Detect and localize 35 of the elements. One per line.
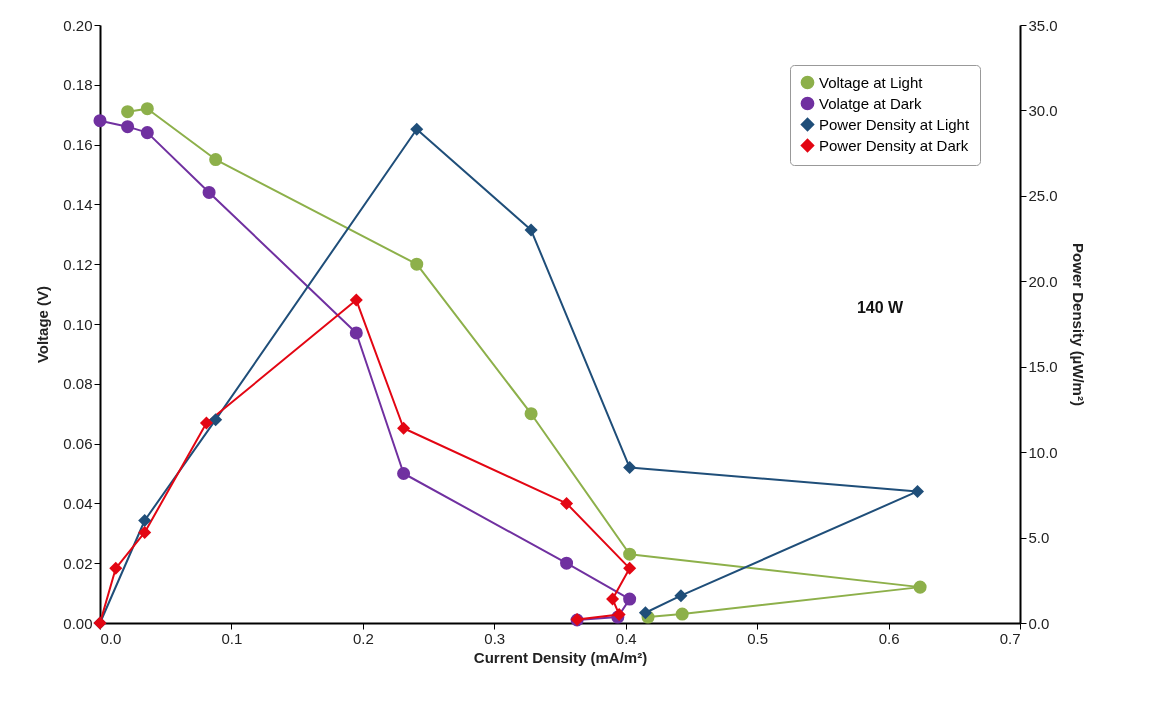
y2-tick-label: 20.0 <box>1028 272 1058 290</box>
y-axis-title: Voltage (V) <box>34 285 52 364</box>
y-tick-label: 0.14 <box>63 195 93 213</box>
y2-tick-label: 10.0 <box>1028 443 1058 461</box>
y-tick-label: 0.20 <box>63 16 93 34</box>
y2-tick-label: 30.0 <box>1028 101 1058 119</box>
annotation: 140 W <box>856 299 905 316</box>
legend-label: Voltage at Light <box>819 73 924 91</box>
x-axis-title: Current Density (mA/m²) <box>473 648 648 666</box>
legend-label: Power Density at Light <box>819 115 970 133</box>
y-tick-label: 0.16 <box>63 136 93 154</box>
y-tick-label: 0.00 <box>63 614 93 632</box>
x-tick-label: 0.0 <box>100 629 122 647</box>
y-tick-label: 0.04 <box>63 494 93 512</box>
x-tick-label: 0.6 <box>878 629 900 647</box>
legend-label: Power Density at Dark <box>819 136 969 154</box>
y2-tick-label: 25.0 <box>1028 187 1058 205</box>
y2-tick-label: 15.0 <box>1028 358 1058 376</box>
legend-label: Volatge at Dark <box>819 94 923 112</box>
y2-tick-label: 5.0 <box>1028 529 1050 547</box>
x-tick-label: 0.5 <box>747 629 769 647</box>
x-tick-label: 0.4 <box>615 629 637 647</box>
y2-tick-label: 0.0 <box>1028 614 1050 632</box>
x-tick-label: 0.3 <box>484 629 506 647</box>
y-tick-label: 0.06 <box>63 435 93 453</box>
x-tick-label: 0.7 <box>999 629 1021 647</box>
y-tick-label: 0.08 <box>63 375 93 393</box>
y-tick-label: 0.12 <box>63 255 93 273</box>
y-tick-label: 0.18 <box>63 76 93 94</box>
x-tick-label: 0.2 <box>352 629 374 647</box>
y-tick-label: 0.10 <box>63 315 93 333</box>
y2-tick-label: 35.0 <box>1028 16 1058 34</box>
y2-axis-title: Power Density (µW/m²) <box>1069 243 1087 406</box>
x-tick-label: 0.1 <box>221 629 243 647</box>
y-tick-label: 0.02 <box>63 554 93 572</box>
